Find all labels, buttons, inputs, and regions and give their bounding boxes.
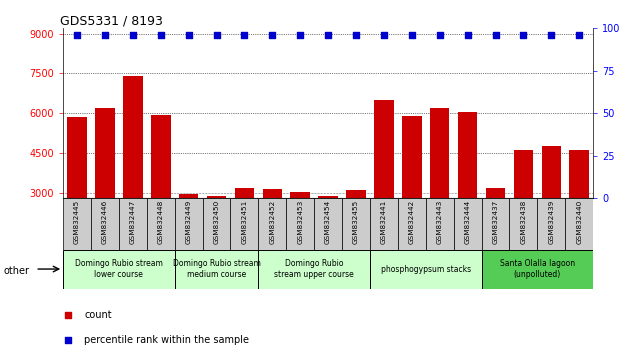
FancyBboxPatch shape [342,198,370,250]
Bar [541,147,561,273]
Text: GSM832449: GSM832449 [186,200,192,244]
Text: Domingo Rubio
stream upper course: Domingo Rubio stream upper course [274,259,354,279]
Bar [374,100,394,273]
FancyBboxPatch shape [481,198,509,250]
Point [490,32,500,38]
Text: GSM832437: GSM832437 [493,200,498,244]
Text: GSM832447: GSM832447 [130,200,136,244]
Point [371,0,381,4]
Text: GSM832441: GSM832441 [381,200,387,244]
Text: GSM832448: GSM832448 [158,200,163,244]
Bar [235,188,254,273]
FancyBboxPatch shape [175,198,203,250]
Text: percentile rank within the sample: percentile rank within the sample [85,335,249,344]
Bar [569,150,589,273]
FancyBboxPatch shape [398,198,426,250]
FancyBboxPatch shape [565,198,593,250]
Point [546,32,557,38]
Bar [68,117,87,273]
Point [239,32,249,38]
Bar [95,108,115,273]
FancyBboxPatch shape [370,250,481,289]
Text: Domingo Rubio stream
lower course: Domingo Rubio stream lower course [75,259,163,279]
Text: count: count [85,310,112,320]
FancyBboxPatch shape [175,250,258,289]
FancyBboxPatch shape [426,198,454,250]
Point [295,32,305,38]
Text: GSM832445: GSM832445 [74,200,80,244]
Text: GSM832454: GSM832454 [325,200,331,244]
Bar [207,195,227,273]
FancyBboxPatch shape [91,198,119,250]
FancyBboxPatch shape [230,198,258,250]
Text: GSM832455: GSM832455 [353,200,359,244]
FancyBboxPatch shape [119,198,147,250]
Point [463,32,473,38]
Point [72,32,82,38]
Bar [262,189,282,273]
Text: GSM832444: GSM832444 [464,200,471,244]
FancyBboxPatch shape [147,198,175,250]
Text: GSM832438: GSM832438 [521,200,526,244]
Text: GDS5331 / 8193: GDS5331 / 8193 [61,14,163,27]
Text: other: other [3,266,29,276]
Bar [319,195,338,273]
Text: GSM832453: GSM832453 [297,200,304,244]
Point [268,32,278,38]
FancyBboxPatch shape [203,198,230,250]
Point [407,32,417,38]
Point [184,32,194,38]
Text: Santa Olalla lagoon
(unpolluted): Santa Olalla lagoon (unpolluted) [500,259,575,279]
Text: GSM832450: GSM832450 [213,200,220,244]
Bar [458,112,478,273]
FancyBboxPatch shape [454,198,481,250]
Text: phosphogypsum stacks: phosphogypsum stacks [380,264,471,274]
Bar [514,150,533,273]
Point [435,32,445,38]
Text: GSM832440: GSM832440 [576,200,582,244]
Text: GSM832439: GSM832439 [548,200,554,244]
FancyBboxPatch shape [509,198,538,250]
Bar [123,76,143,273]
Text: GSM832442: GSM832442 [409,200,415,244]
Point [211,32,221,38]
Point [156,32,166,38]
Point [100,32,110,38]
Text: GSM832446: GSM832446 [102,200,108,244]
FancyBboxPatch shape [481,250,593,289]
Bar [402,116,422,273]
FancyBboxPatch shape [258,250,370,289]
Point [574,32,584,38]
Text: GSM832443: GSM832443 [437,200,443,244]
Bar [346,190,366,273]
Bar [179,194,198,273]
Bar [151,115,170,273]
Point [518,32,528,38]
Text: GSM832452: GSM832452 [269,200,275,244]
Point [351,32,361,38]
FancyBboxPatch shape [314,198,342,250]
Point [371,224,381,229]
FancyBboxPatch shape [538,198,565,250]
Point [379,32,389,38]
FancyBboxPatch shape [63,250,175,289]
Text: GSM832451: GSM832451 [242,200,247,244]
FancyBboxPatch shape [370,198,398,250]
FancyBboxPatch shape [286,198,314,250]
Text: Domingo Rubio stream
medium course: Domingo Rubio stream medium course [173,259,261,279]
Bar [290,192,310,273]
Point [128,32,138,38]
FancyBboxPatch shape [63,198,91,250]
Bar [486,188,505,273]
Point [323,32,333,38]
FancyBboxPatch shape [258,198,286,250]
Bar [430,108,449,273]
